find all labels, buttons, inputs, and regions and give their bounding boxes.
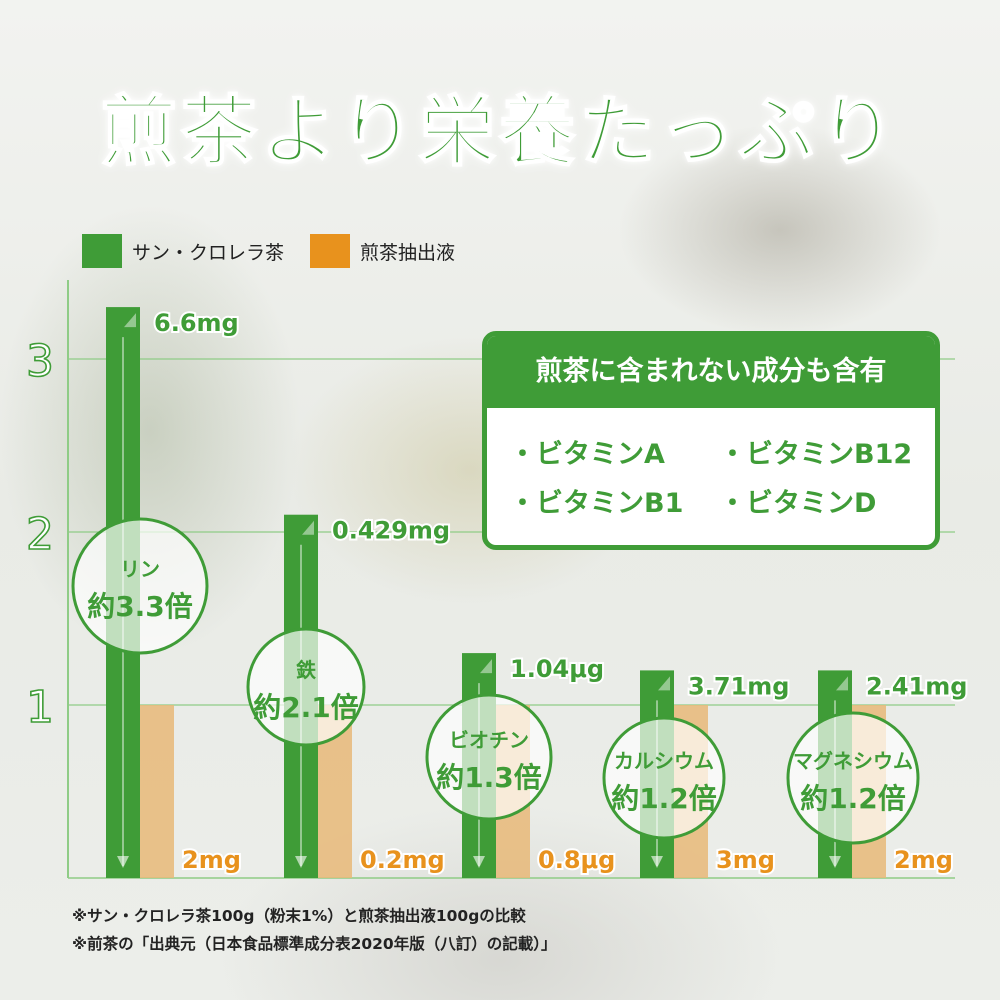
- bar-corner-mark: [480, 659, 492, 674]
- bar-sencha: [140, 705, 174, 878]
- legend-label-sencha: 煎茶抽出液: [360, 241, 456, 264]
- bar-arrow-head: [829, 856, 841, 868]
- badge-nutrient-name: マグネシウム: [793, 749, 913, 773]
- page-title: 煎茶より栄養たっぷり: [100, 86, 900, 177]
- badge-ratio: 約3.3倍: [87, 590, 193, 623]
- ratio-badge: [602, 716, 726, 840]
- bar-arrow-head: [651, 856, 663, 868]
- data-label-chlorella: 2.41mg: [866, 672, 967, 700]
- bar-arrow-head: [473, 856, 485, 868]
- ratio-badge: [246, 627, 366, 747]
- badge-nutrient-name: 鉄: [296, 658, 316, 682]
- vitamin-item: ・ビタミンA: [509, 439, 665, 470]
- footnote-source: ※前茶の「出典元（日本食品標準成分表2020年版（八訂）の記載）」: [72, 935, 557, 953]
- badge-nutrient-name: カルシウム: [614, 749, 714, 773]
- vitamin-item: ・ビタミンB12: [719, 439, 913, 470]
- legend-label-chlorella: サン・クロレラ茶: [132, 241, 285, 264]
- y-tick-label: 1: [26, 682, 54, 733]
- bar-arrow-head: [295, 856, 307, 868]
- vitamin-item: ・ビタミンD: [719, 488, 877, 519]
- legend-swatch-sencha: [310, 234, 351, 268]
- footnote-comparison: ※サン・クロレラ茶100g（粉末1%）と煎茶抽出液100gの比較: [72, 907, 526, 925]
- data-label-chlorella: 3.71mg: [688, 672, 789, 700]
- data-label-sencha: 2mg: [182, 846, 241, 874]
- ratio-badge: [425, 693, 553, 821]
- badge-ratio: 約1.2倍: [800, 782, 906, 815]
- badge-nutrient-name: リン: [120, 557, 160, 581]
- ratio-badge: [71, 517, 209, 655]
- legend-item-sencha: 煎茶抽出液: [310, 234, 455, 268]
- badge-nutrient-name: ビオチン: [449, 728, 529, 752]
- vitamin-info-heading: 煎茶に含まれない成分も含有: [487, 336, 935, 408]
- ratio-badge: [786, 711, 920, 845]
- badge-ratio: 約1.2倍: [611, 782, 717, 815]
- vitamin-info-box: 煎茶に含まれない成分も含有 ・ビタミンA ・ビタミンB12 ・ビタミンB1 ・ビ…: [482, 331, 940, 550]
- data-label-sencha: 0.8μg: [538, 846, 615, 874]
- data-label-sencha: 0.2mg: [360, 846, 445, 874]
- vitamin-item: ・ビタミンB1: [509, 488, 684, 519]
- data-label-chlorella: 6.6mg: [154, 309, 239, 337]
- badge-ratio: 約1.3倍: [436, 761, 542, 794]
- y-tick-label: 3: [26, 336, 54, 387]
- badge-ratio: 約2.1倍: [253, 691, 359, 724]
- y-tick-label: 2: [26, 509, 54, 560]
- bar-arrow-head: [117, 856, 129, 868]
- data-label-chlorella: 0.429mg: [332, 517, 450, 545]
- data-label-chlorella: 1.04μg: [510, 655, 604, 683]
- data-label-sencha: 3mg: [716, 846, 775, 874]
- bar-corner-mark: [302, 520, 314, 535]
- legend-swatch-chlorella: [82, 234, 122, 268]
- vitamin-list: ・ビタミンA ・ビタミンB12 ・ビタミンB1 ・ビタミンD: [487, 408, 935, 520]
- bar-corner-mark: [124, 313, 136, 328]
- data-label-sencha: 2mg: [894, 846, 953, 874]
- bar-corner-mark: [658, 676, 670, 691]
- legend-item-chlorella: サン・クロレラ茶: [82, 234, 284, 268]
- chart-legend: サン・クロレラ茶 煎茶抽出液: [82, 234, 481, 268]
- bar-corner-mark: [836, 676, 848, 691]
